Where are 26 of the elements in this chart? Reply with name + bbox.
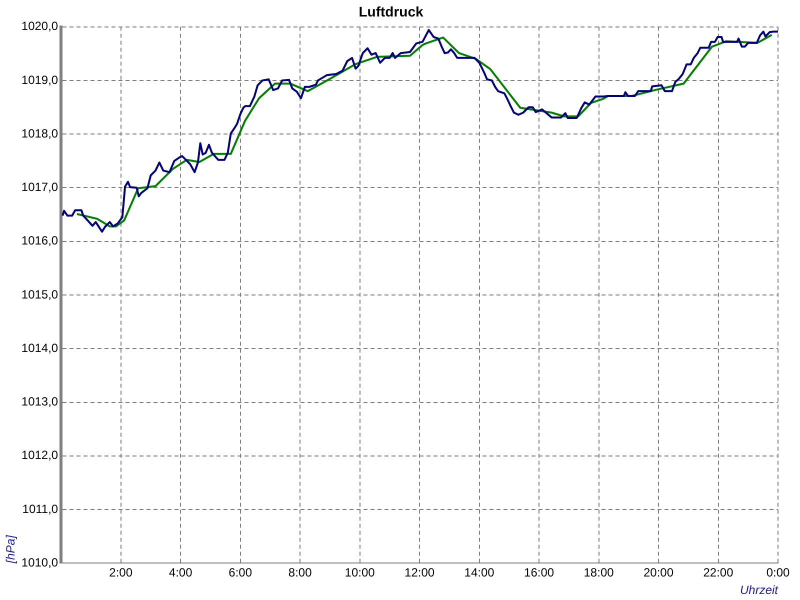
y-tick-label: 1015,0 xyxy=(21,287,58,302)
x-tick-label: 4:00 xyxy=(168,566,193,580)
x-tick-label: 20:00 xyxy=(644,566,674,580)
x-axis-title: Uhrzeit xyxy=(740,583,779,598)
x-tick-label: 8:00 xyxy=(288,566,312,580)
x-tick-label: 22:00 xyxy=(703,566,734,580)
x-tick-label: 10:00 xyxy=(344,566,376,580)
y-tick-label: 1017,0 xyxy=(21,180,58,194)
x-tick-label: 18:00 xyxy=(584,566,614,580)
y-tick-label: 1016,0 xyxy=(21,234,58,248)
x-tick-label: 6:00 xyxy=(228,566,252,580)
x-tick-label: 2:00 xyxy=(109,566,133,580)
y-tick-label: 1014,0 xyxy=(21,340,58,355)
x-tick-label: 12:00 xyxy=(404,566,435,580)
y-tick-label: 1010,0 xyxy=(21,556,58,570)
chart-title: Luftdruck xyxy=(358,3,424,20)
y-axis-title: [hPa] xyxy=(4,534,18,564)
y-tick-label: 1020,0 xyxy=(21,19,58,34)
y-tick-label: 1011,0 xyxy=(22,502,58,516)
y-tick-label: 1013,0 xyxy=(21,394,58,409)
x-tick-label: 0:00 xyxy=(766,566,790,580)
x-tick-label: 16:00 xyxy=(524,566,554,580)
y-tick-label: 1019,0 xyxy=(21,72,58,87)
y-tick-label: 1012,0 xyxy=(21,448,58,462)
x-tick-label: 14:00 xyxy=(464,566,495,580)
y-tick-label: 1018,0 xyxy=(21,126,58,140)
